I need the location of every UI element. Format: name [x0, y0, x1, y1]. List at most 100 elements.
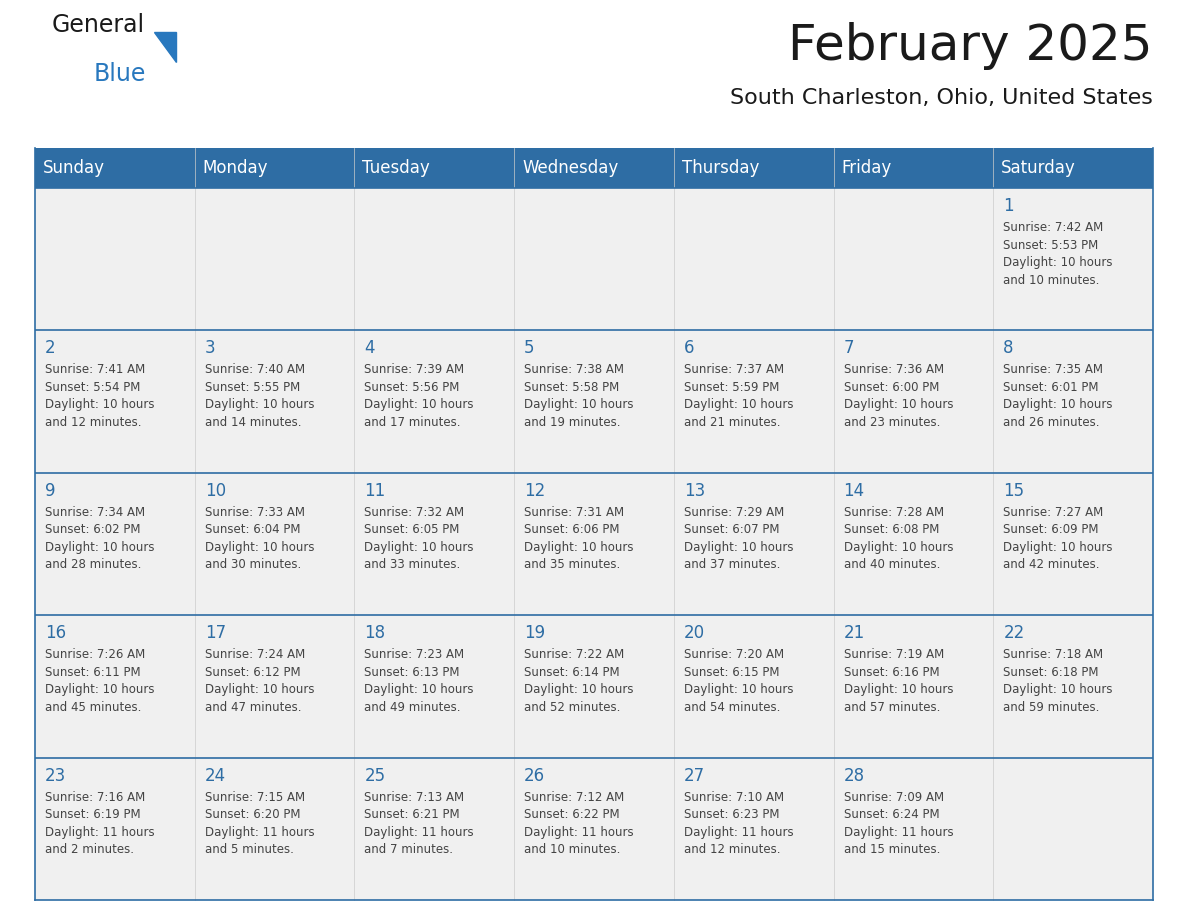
Text: Sunrise: 7:37 AM: Sunrise: 7:37 AM [684, 364, 784, 376]
Text: Sunrise: 7:13 AM: Sunrise: 7:13 AM [365, 790, 465, 803]
Text: Daylight: 10 hours: Daylight: 10 hours [365, 683, 474, 696]
Text: Sunset: 6:09 PM: Sunset: 6:09 PM [1004, 523, 1099, 536]
Text: Sunset: 6:02 PM: Sunset: 6:02 PM [45, 523, 140, 536]
Text: 25: 25 [365, 767, 386, 785]
Bar [354, 757, 514, 900]
Text: Daylight: 10 hours: Daylight: 10 hours [204, 398, 314, 411]
Text: and 19 minutes.: and 19 minutes. [524, 416, 620, 429]
Text: Sunrise: 7:38 AM: Sunrise: 7:38 AM [524, 364, 624, 376]
Text: Sunrise: 7:27 AM: Sunrise: 7:27 AM [1004, 506, 1104, 519]
Text: Daylight: 10 hours: Daylight: 10 hours [684, 541, 794, 554]
Text: Sunrise: 7:10 AM: Sunrise: 7:10 AM [684, 790, 784, 803]
Text: Thursday: Thursday [682, 159, 759, 177]
Text: Sunset: 6:15 PM: Sunset: 6:15 PM [684, 666, 779, 678]
Text: Sunset: 6:20 PM: Sunset: 6:20 PM [204, 808, 301, 821]
Text: Daylight: 10 hours: Daylight: 10 hours [524, 398, 633, 411]
Text: Sunrise: 7:26 AM: Sunrise: 7:26 AM [45, 648, 145, 661]
Text: Sunset: 5:55 PM: Sunset: 5:55 PM [204, 381, 299, 394]
Text: Sunrise: 7:22 AM: Sunrise: 7:22 AM [524, 648, 625, 661]
Text: 17: 17 [204, 624, 226, 643]
Bar [354, 188, 514, 330]
Text: Sunset: 5:58 PM: Sunset: 5:58 PM [524, 381, 619, 394]
Text: Daylight: 10 hours: Daylight: 10 hours [684, 398, 794, 411]
Text: Sunrise: 7:28 AM: Sunrise: 7:28 AM [843, 506, 943, 519]
Text: Daylight: 10 hours: Daylight: 10 hours [45, 541, 154, 554]
Text: and 7 minutes.: and 7 minutes. [365, 843, 454, 856]
Text: and 35 minutes.: and 35 minutes. [524, 558, 620, 571]
Bar [34, 148, 1154, 188]
Text: Sunrise: 7:34 AM: Sunrise: 7:34 AM [45, 506, 145, 519]
Bar [195, 615, 354, 757]
Text: Sunrise: 7:23 AM: Sunrise: 7:23 AM [365, 648, 465, 661]
Text: Sunset: 5:53 PM: Sunset: 5:53 PM [1004, 239, 1099, 252]
Text: South Charleston, Ohio, United States: South Charleston, Ohio, United States [731, 88, 1154, 108]
Text: Daylight: 10 hours: Daylight: 10 hours [1004, 398, 1113, 411]
Bar [354, 615, 514, 757]
Text: 14: 14 [843, 482, 865, 499]
Text: Sunset: 6:06 PM: Sunset: 6:06 PM [524, 523, 620, 536]
Text: Tuesday: Tuesday [362, 159, 430, 177]
Text: Sunset: 6:23 PM: Sunset: 6:23 PM [684, 808, 779, 821]
Text: Saturday: Saturday [1001, 159, 1076, 177]
Text: Daylight: 10 hours: Daylight: 10 hours [204, 541, 314, 554]
Text: and 15 minutes.: and 15 minutes. [843, 843, 940, 856]
Text: Sunset: 6:18 PM: Sunset: 6:18 PM [1004, 666, 1099, 678]
Text: Daylight: 11 hours: Daylight: 11 hours [45, 825, 154, 839]
Text: and 14 minutes.: and 14 minutes. [204, 416, 302, 429]
Text: and 2 minutes.: and 2 minutes. [45, 843, 134, 856]
Text: Sunrise: 7:42 AM: Sunrise: 7:42 AM [1004, 221, 1104, 234]
Text: Daylight: 10 hours: Daylight: 10 hours [524, 683, 633, 696]
Text: Sunset: 6:04 PM: Sunset: 6:04 PM [204, 523, 301, 536]
Bar [514, 330, 674, 473]
Polygon shape [154, 32, 176, 62]
Text: 22: 22 [1004, 624, 1024, 643]
Text: 6: 6 [684, 340, 694, 357]
Bar [354, 473, 514, 615]
Text: Wednesday: Wednesday [523, 159, 619, 177]
Bar [34, 615, 195, 757]
Text: 3: 3 [204, 340, 215, 357]
Text: Daylight: 11 hours: Daylight: 11 hours [365, 825, 474, 839]
Bar [34, 330, 195, 473]
Text: and 42 minutes.: and 42 minutes. [1004, 558, 1100, 571]
Text: Sunset: 6:22 PM: Sunset: 6:22 PM [524, 808, 620, 821]
Text: 19: 19 [524, 624, 545, 643]
Bar [993, 615, 1154, 757]
Bar [354, 330, 514, 473]
Bar [34, 473, 195, 615]
Text: Sunset: 6:14 PM: Sunset: 6:14 PM [524, 666, 620, 678]
Text: 11: 11 [365, 482, 386, 499]
Text: Sunrise: 7:09 AM: Sunrise: 7:09 AM [843, 790, 943, 803]
Text: Sunrise: 7:15 AM: Sunrise: 7:15 AM [204, 790, 305, 803]
Text: 23: 23 [45, 767, 67, 785]
Bar [674, 473, 834, 615]
Text: Daylight: 11 hours: Daylight: 11 hours [843, 825, 953, 839]
Text: and 40 minutes.: and 40 minutes. [843, 558, 940, 571]
Text: Daylight: 10 hours: Daylight: 10 hours [45, 398, 154, 411]
Text: 8: 8 [1004, 340, 1013, 357]
Text: Sunset: 6:05 PM: Sunset: 6:05 PM [365, 523, 460, 536]
Text: and 12 minutes.: and 12 minutes. [45, 416, 141, 429]
Text: Sunset: 6:12 PM: Sunset: 6:12 PM [204, 666, 301, 678]
Bar [993, 473, 1154, 615]
Text: 18: 18 [365, 624, 386, 643]
Bar [674, 330, 834, 473]
Bar [34, 188, 195, 330]
Text: Monday: Monday [203, 159, 268, 177]
Text: Sunset: 6:16 PM: Sunset: 6:16 PM [843, 666, 940, 678]
Bar [195, 188, 354, 330]
Text: Sunset: 6:11 PM: Sunset: 6:11 PM [45, 666, 140, 678]
Text: 16: 16 [45, 624, 67, 643]
Text: Sunrise: 7:20 AM: Sunrise: 7:20 AM [684, 648, 784, 661]
Text: 10: 10 [204, 482, 226, 499]
Text: and 45 minutes.: and 45 minutes. [45, 700, 141, 713]
Text: Sunset: 6:07 PM: Sunset: 6:07 PM [684, 523, 779, 536]
Bar [195, 757, 354, 900]
Text: and 37 minutes.: and 37 minutes. [684, 558, 781, 571]
Text: 26: 26 [524, 767, 545, 785]
Text: Sunrise: 7:19 AM: Sunrise: 7:19 AM [843, 648, 943, 661]
Text: Sunrise: 7:41 AM: Sunrise: 7:41 AM [45, 364, 145, 376]
Text: Blue: Blue [94, 62, 146, 86]
Text: Sunset: 6:08 PM: Sunset: 6:08 PM [843, 523, 939, 536]
Text: and 10 minutes.: and 10 minutes. [524, 843, 620, 856]
